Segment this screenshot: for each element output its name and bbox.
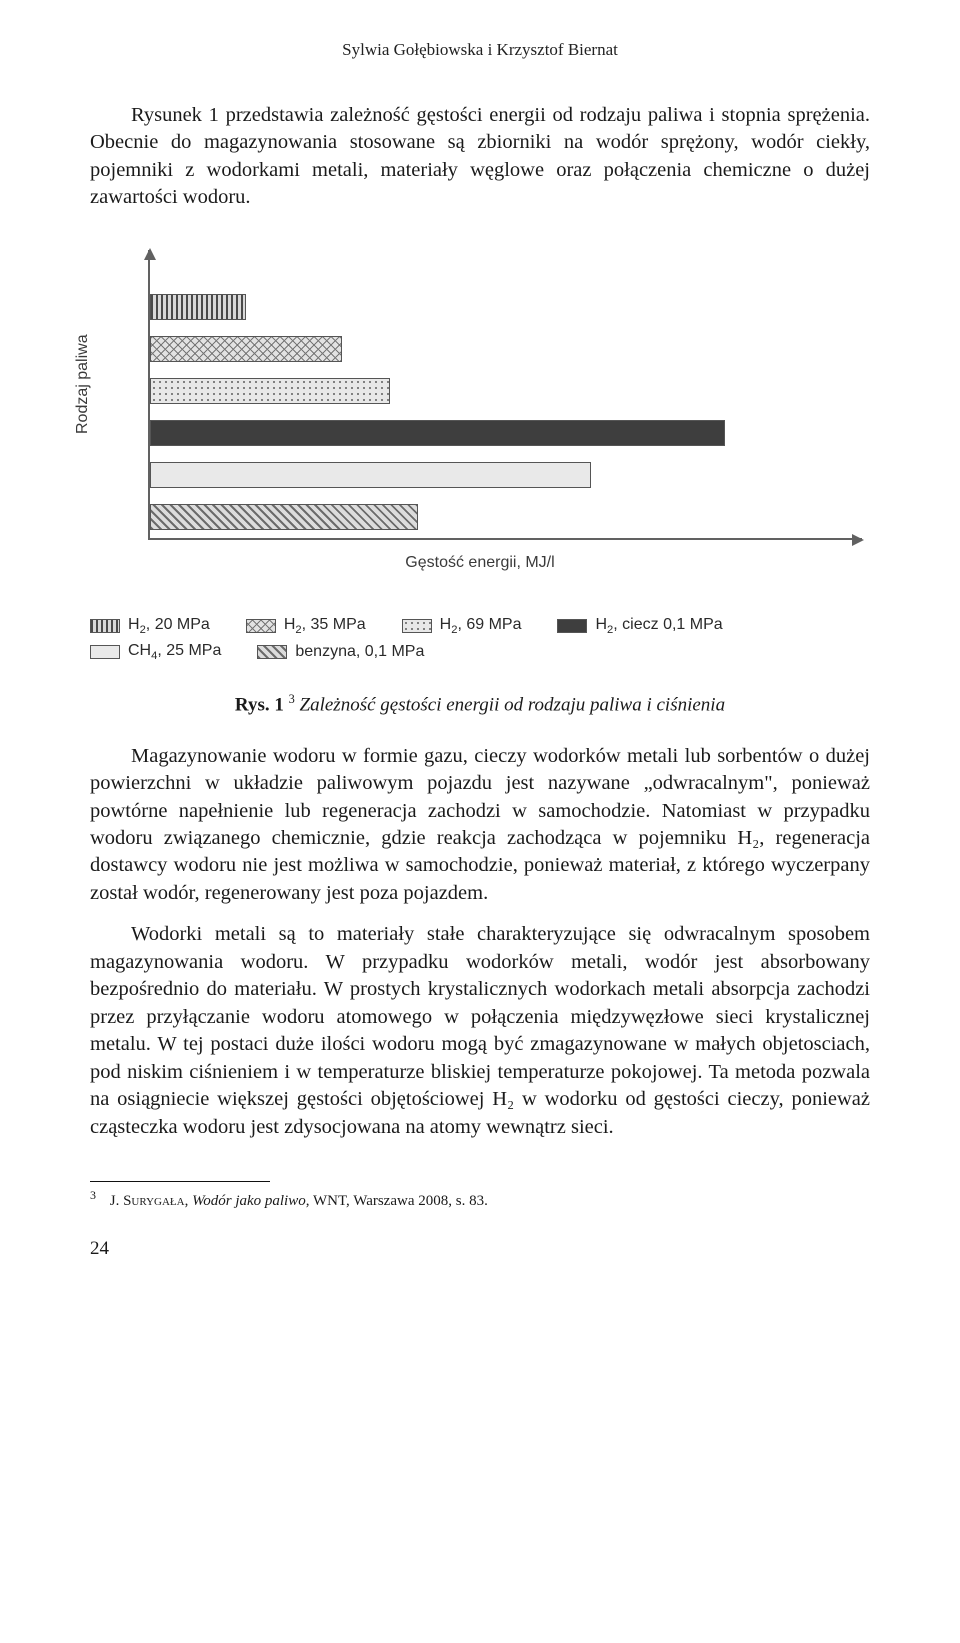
caption-lead: Rys. 1 [235, 695, 284, 716]
chart-bar [150, 294, 246, 320]
legend-item: H2, 20 MPa [90, 616, 210, 636]
legend-label: H2, 69 MPa [440, 616, 522, 636]
figure-1: Rodzaj paliwa Gęstość energii, MJ/l H2, … [90, 240, 870, 662]
legend-swatch [90, 645, 120, 659]
legend-swatch [90, 619, 120, 633]
legend-label: benzyna, 0,1 MPa [295, 643, 424, 661]
chart-bar [150, 378, 390, 404]
chart-area: Rodzaj paliwa Gęstość energii, MJ/l [90, 240, 870, 610]
legend-row: H2, 20 MPa H2, 35 MPa H2, 69 MPa H2, ciecz … [90, 616, 870, 636]
running-head: Sylwia Gołębiowska i Krzysztof Biernat [90, 40, 870, 60]
legend-item: H2, ciecz 0,1 MPa [557, 616, 722, 636]
x-axis [148, 538, 862, 540]
legend-label: H2, 35 MPa [284, 616, 366, 636]
legend-row: CH4, 25 MPa benzyna, 0,1 MPa [90, 642, 870, 662]
footnote-rest: , WNT, Warszawa 2008, s. 83. [306, 1193, 488, 1209]
body-paragraph-2: Wodorki metali są to materiały stałe cha… [90, 921, 870, 1141]
legend-item: H2, 35 MPa [246, 616, 366, 636]
legend-label: H2, 20 MPa [128, 616, 210, 636]
intro-paragraph: Rysunek 1 przedstawia zależność gęstości… [90, 102, 870, 212]
chart-bar [150, 504, 418, 530]
legend-swatch [257, 645, 287, 659]
footnote-title: Wodór jako paliwo [192, 1193, 306, 1209]
legend-swatch [402, 619, 432, 633]
bars-container [150, 286, 840, 538]
body-paragraph-1: Magazynowanie wodoru w formie gazu, ciec… [90, 743, 870, 908]
page-number: 24 [90, 1238, 870, 1260]
chart-bar [150, 336, 342, 362]
legend-item: H2, 69 MPa [402, 616, 522, 636]
legend-item: CH4, 25 MPa [90, 642, 221, 662]
figure-caption: Rys. 1 3 Zależność gęstości energii od r… [90, 692, 870, 716]
y-axis-label: Rodzaj paliwa [74, 335, 92, 435]
x-axis-label: Gęstość energii, MJ/l [90, 554, 870, 572]
legend-label: CH4, 25 MPa [128, 642, 221, 662]
legend-label: H2, ciecz 0,1 MPa [595, 616, 722, 636]
chart-bar [150, 462, 591, 488]
footnote-author: J. Surygała [110, 1193, 185, 1209]
legend-item: benzyna, 0,1 MPa [257, 642, 424, 662]
legend-swatch [557, 619, 587, 633]
legend-swatch [246, 619, 276, 633]
caption-text: Zależność gęstości energii od rodzaju pa… [300, 695, 726, 716]
footnote-rule [90, 1181, 270, 1182]
chart-legend: H2, 20 MPa H2, 35 MPa H2, 69 MPa H2, ciecz … [90, 616, 870, 662]
footnote-number: 3 [90, 1188, 96, 1202]
footnote-3: 3 J. Surygała, Wodór jako paliwo, WNT, W… [90, 1188, 870, 1212]
chart-bar [150, 420, 725, 446]
caption-footnote-mark: 3 [289, 692, 295, 706]
